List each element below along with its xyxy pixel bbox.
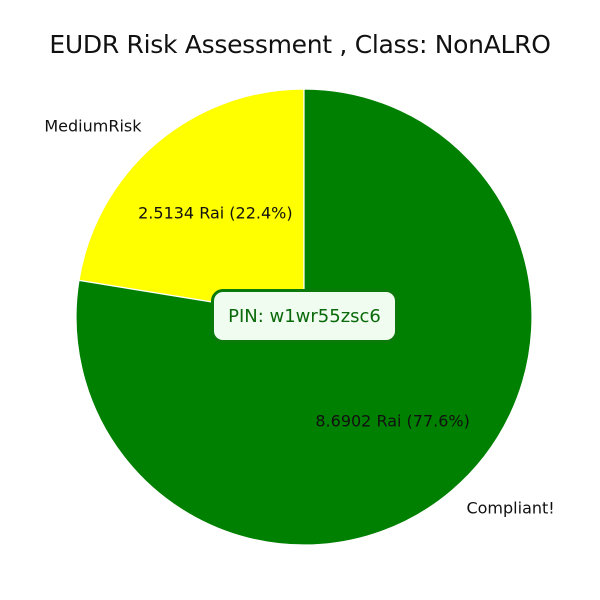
slice-value-label: 8.6902 Rai (77.6%) xyxy=(315,412,469,431)
pin-annotation: PIN: w1wr55zsc6 xyxy=(211,289,398,343)
slice-value-label: 2.5134 Rai (22.4%) xyxy=(138,203,292,222)
pie-labels: 2.5134 Rai (22.4%) MediumRisk 8.6902 Rai (… xyxy=(44,116,554,517)
pie-slice-mediumrisk xyxy=(78,88,305,318)
pie-slice-compliant xyxy=(75,88,533,546)
slice-category-label: MediumRisk xyxy=(44,116,142,135)
pie-slices xyxy=(75,88,533,546)
slice-category-label: Compliant! xyxy=(466,499,554,518)
chart-title: EUDR Risk Assessment , Class: NonALRO xyxy=(49,30,551,59)
